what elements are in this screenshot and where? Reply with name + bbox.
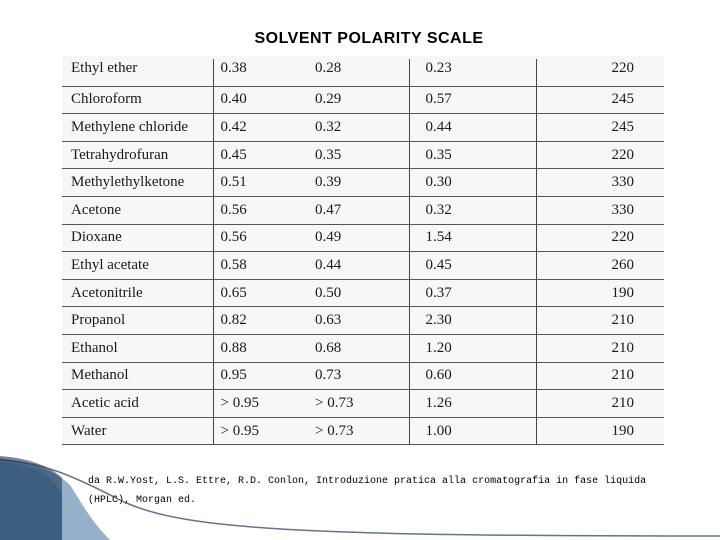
value-4-cell: 190 [536, 279, 664, 308]
value-4-cell: 220 [536, 56, 664, 83]
value-2-cell: 0.50 [309, 279, 410, 308]
value-1-cell: > 0.95 [213, 417, 309, 446]
value-2-cell: > 0.73 [309, 417, 410, 446]
value-2-cell: 0.44 [309, 251, 410, 280]
solvent-name-cell: Acetone [62, 196, 214, 225]
value-1-cell: 0.65 [213, 279, 309, 308]
table-row: Propanol 0.82 0.63 2.30 210 [62, 306, 664, 335]
wave-light [0, 462, 62, 540]
value-1-cell: 0.56 [213, 224, 309, 253]
value-3-cell: 1.26 [409, 389, 537, 418]
value-3-cell: 0.45 [409, 251, 537, 280]
value-4-cell: 245 [536, 113, 664, 142]
table-row: Ethyl ether 0.38 0.28 0.23 220 [62, 56, 664, 86]
solvent-name-cell: Propanol [62, 306, 214, 335]
value-4-cell: 260 [536, 251, 664, 280]
value-1-cell: 0.95 [213, 362, 309, 391]
value-4-cell: 220 [536, 141, 664, 170]
solvent-name-cell: Methylethylketone [62, 168, 214, 197]
value-1-cell: 0.56 [213, 196, 309, 225]
solvent-name-cell: Ethyl acetate [62, 251, 214, 280]
solvent-name-cell: Methylene chloride [62, 113, 214, 142]
solvent-name-cell: Chloroform [62, 86, 214, 115]
table-row: Ethyl acetate 0.58 0.44 0.45 260 [62, 251, 664, 280]
value-3-cell: 0.35 [409, 141, 537, 170]
value-2-cell: 0.28 [309, 56, 410, 83]
solvent-table-scan: Ethyl ether 0.38 0.28 0.23 220 Chloroform 0.40… [62, 56, 664, 446]
table-row: Acetone 0.56 0.47 0.32 330 [62, 196, 664, 225]
value-1-cell: 0.82 [213, 306, 309, 335]
solvent-polarity-table: Ethyl ether 0.38 0.28 0.23 220 Chloroform 0.40… [62, 56, 664, 446]
value-3-cell: 0.44 [409, 113, 537, 142]
table-row: Tetrahydrofuran 0.45 0.35 0.35 220 [62, 141, 664, 170]
table-row: Methylethylketone 0.51 0.39 0.30 330 [62, 168, 664, 197]
slide-title: SOLVENT POLARITY SCALE [254, 30, 484, 47]
value-2-cell: 0.39 [309, 168, 410, 197]
wave-dark [0, 456, 62, 540]
value-1-cell: 0.40 [213, 86, 309, 115]
value-2-cell: 0.49 [309, 224, 410, 253]
value-4-cell: 245 [536, 86, 664, 115]
citation-text: da R.W.Yost, L.S. Ettre, R.D. Conlon, In… [88, 476, 647, 506]
value-2-cell: > 0.73 [309, 389, 410, 418]
value-1-cell: 0.51 [213, 168, 309, 197]
solvent-name-cell: Ethanol [62, 334, 214, 363]
value-3-cell: 2.30 [409, 306, 537, 335]
value-3-cell: 0.37 [409, 279, 537, 308]
value-4-cell: 210 [536, 389, 664, 418]
solvent-name-cell: Acetonitrile [62, 279, 214, 308]
value-4-cell: 220 [536, 224, 664, 253]
table-row: Methanol 0.95 0.73 0.60 210 [62, 362, 664, 391]
table-row: Acetic acid > 0.95 > 0.73 1.26 210 [62, 389, 664, 418]
solvent-name-cell: Tetrahydrofuran [62, 141, 214, 170]
value-4-cell: 210 [536, 362, 664, 391]
table-row: Chloroform 0.40 0.29 0.57 245 [62, 86, 664, 115]
table-row: Water > 0.95 > 0.73 1.00 190 [62, 417, 664, 446]
value-3-cell: 0.60 [409, 362, 537, 391]
solvent-name-cell: Water [62, 417, 214, 446]
solvent-name-cell: Acetic acid [62, 389, 214, 418]
table-row: Ethanol 0.88 0.68 1.20 210 [62, 334, 664, 363]
value-3-cell: 0.23 [409, 56, 537, 83]
table-row: Methylene chloride 0.42 0.32 0.44 245 [62, 113, 664, 142]
value-3-cell: 1.54 [409, 224, 537, 253]
value-1-cell: 0.45 [213, 141, 309, 170]
value-1-cell: 0.42 [213, 113, 309, 142]
value-3-cell: 1.20 [409, 334, 537, 363]
value-3-cell: 0.57 [409, 86, 537, 115]
value-3-cell: 0.30 [409, 168, 537, 197]
value-4-cell: 190 [536, 417, 664, 446]
solvent-name-cell: Methanol [62, 362, 214, 391]
value-4-cell: 210 [536, 334, 664, 363]
value-1-cell: 0.58 [213, 251, 309, 280]
value-2-cell: 0.63 [309, 306, 410, 335]
value-2-cell: 0.73 [309, 362, 410, 391]
value-1-cell: > 0.95 [213, 389, 309, 418]
value-1-cell: 0.88 [213, 334, 309, 363]
solvent-name-cell: Dioxane [62, 224, 214, 253]
value-1-cell: 0.38 [213, 56, 309, 83]
value-3-cell: 0.32 [409, 196, 537, 225]
table-row: Acetonitrile 0.65 0.50 0.37 190 [62, 279, 664, 308]
value-2-cell: 0.47 [309, 196, 410, 225]
value-2-cell: 0.29 [309, 86, 410, 115]
value-2-cell: 0.68 [309, 334, 410, 363]
value-4-cell: 330 [536, 196, 664, 225]
table-row: Dioxane 0.56 0.49 1.54 220 [62, 224, 664, 253]
value-3-cell: 1.00 [409, 417, 537, 446]
citation-box: da R.W.Yost, L.S. Ettre, R.D. Conlon, In… [62, 446, 664, 526]
solvent-name-cell: Ethyl ether [62, 56, 214, 83]
value-4-cell: 210 [536, 306, 664, 335]
value-4-cell: 330 [536, 168, 664, 197]
value-2-cell: 0.35 [309, 141, 410, 170]
value-2-cell: 0.32 [309, 113, 410, 142]
